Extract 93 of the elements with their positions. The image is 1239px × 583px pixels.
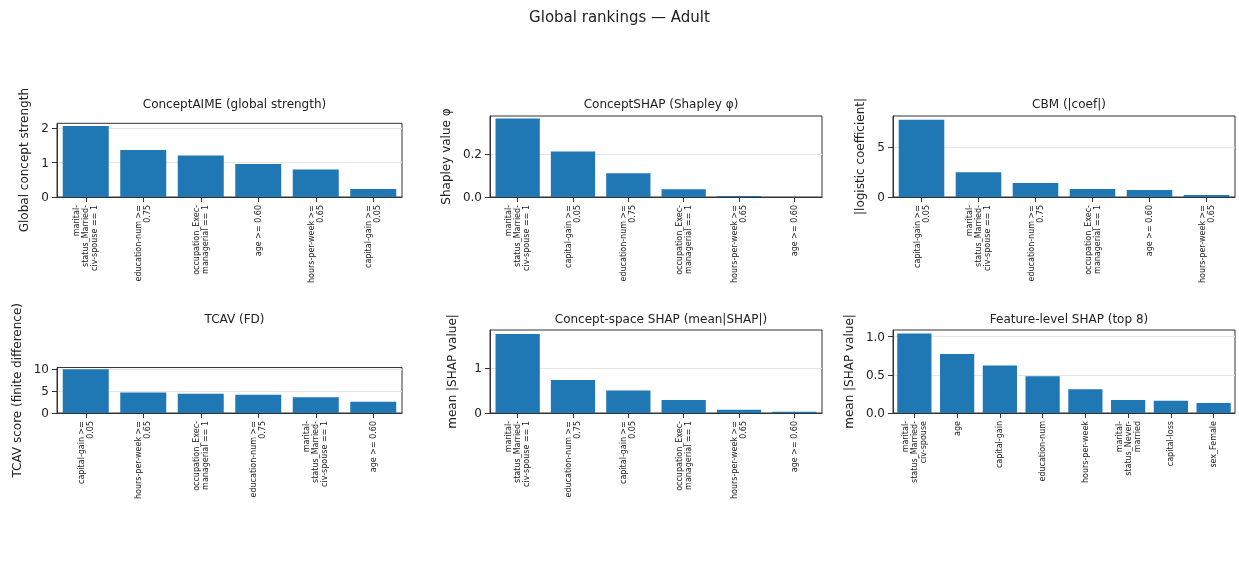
chart-title: Concept-space SHAP (mean|SHAP|) — [554, 312, 768, 326]
x-tick-label: education-num >= 0.75 — [619, 205, 638, 282]
bar — [62, 369, 109, 413]
x-tick-label: education-num >= 0.75 — [134, 205, 153, 282]
x-tick-label: capital-gain >= 0.05 — [619, 421, 638, 484]
x-tick-label: capital-gain >= 0.05 — [912, 205, 931, 268]
x-tick-label: age >= 0.60 — [789, 205, 799, 257]
bar — [1069, 189, 1116, 197]
bar — [955, 172, 1002, 197]
y-tick-label: 5 — [41, 384, 49, 399]
x-tick-label: marital-status_Married-civ-spouse == 1 — [72, 204, 100, 271]
x-tick-label: marital-status_Married-civ-spouse == 1 — [504, 420, 532, 487]
y-tick-label: 0 — [41, 406, 49, 420]
x-tick-label: hours-per-week — [1080, 420, 1090, 484]
y-axis-title: TCAV score (finite difference) — [9, 302, 24, 479]
x-tick-label: capital-gain >= 0.05 — [364, 205, 383, 268]
y-tick-label: 1 — [474, 360, 482, 375]
x-tick-label: capital-gain >= 0.05 — [564, 205, 582, 268]
y-tick-label: 10 — [33, 362, 49, 377]
text: Global rankings — Adult — [528, 8, 711, 26]
chart-title: Feature-level SHAP (top 8) — [989, 312, 1149, 326]
y-tick-label: 1 — [41, 155, 49, 170]
chart-title: TCAV (FD) — [203, 312, 265, 326]
x-tick-label: marital-status_Married-civ-spouse == 1 — [504, 204, 532, 271]
y-tick-label: 1.0 — [865, 329, 885, 344]
bar — [897, 333, 932, 413]
x-tick-label: marital-status_Married-civ-spouse — [900, 420, 928, 483]
x-tick-label: capital-gain >= 0.05 — [76, 421, 95, 484]
y-tick-label: 0.5 — [865, 367, 885, 382]
bar — [1068, 389, 1103, 413]
x-tick-label: age >= 0.60 — [368, 421, 378, 473]
bar — [292, 169, 339, 197]
bar — [898, 119, 945, 197]
y-axis-title: mean |SHAP value| — [445, 314, 459, 429]
bar — [120, 150, 167, 197]
bar — [550, 151, 596, 197]
y-tick-label: 5 — [877, 140, 885, 155]
bar — [177, 155, 224, 197]
bar — [661, 189, 706, 197]
bar — [1153, 400, 1188, 413]
x-tick-label: hours-per-week >= 0.65 — [306, 205, 325, 284]
bar — [292, 397, 339, 413]
x-tick-label: hours-per-week >= 0.65 — [730, 205, 748, 284]
bar — [495, 118, 540, 197]
bar — [62, 126, 109, 197]
bar — [350, 189, 397, 197]
bar — [550, 380, 596, 413]
bar — [350, 401, 397, 413]
y-tick-label: 0.0 — [462, 190, 482, 204]
y-axis-title: Global concept strength — [17, 87, 32, 233]
x-tick-label: hours-per-week >= 0.65 — [1197, 205, 1216, 284]
x-tick-label: education-num — [1038, 420, 1048, 482]
y-tick-label: 2 — [41, 121, 49, 136]
x-tick-label: hours-per-week >= 0.65 — [730, 421, 748, 500]
bar — [1025, 376, 1060, 413]
bar — [716, 409, 762, 413]
bar — [120, 392, 167, 413]
x-tick-label: capital-gain — [995, 421, 1005, 469]
y-axis-title: mean |SHAP value| — [842, 314, 857, 429]
bar — [606, 173, 651, 197]
bar — [177, 393, 224, 413]
x-tick-label: age >= 0.60 — [253, 205, 263, 257]
x-tick-label: sex_Female — [1209, 420, 1219, 468]
x-tick-label: capital-loss — [1166, 421, 1176, 467]
y-tick-label: 0 — [41, 190, 49, 204]
chart-title: ConceptAIME (global strength) — [142, 97, 327, 111]
bar — [1111, 400, 1146, 413]
y-tick-label: 0 — [877, 190, 885, 204]
bar — [495, 334, 540, 413]
y-axis-title: Shapley value φ — [439, 108, 454, 205]
bar — [235, 394, 282, 413]
x-tick-label: education-num >= 0.75 — [1026, 205, 1045, 282]
chart-title: CBM (|coef|) — [1032, 97, 1106, 111]
bar — [1196, 403, 1231, 413]
bar — [1126, 190, 1173, 197]
x-tick-label: age >= 0.60 — [789, 421, 799, 473]
x-tick-label: hours-per-week >= 0.65 — [134, 421, 153, 500]
x-tick-label: education-num >= 0.75 — [564, 421, 582, 498]
y-tick-label: 0.2 — [462, 147, 482, 162]
bar — [235, 164, 282, 197]
bar — [982, 365, 1017, 413]
bar — [940, 354, 975, 413]
bar — [606, 390, 651, 413]
bar — [1012, 183, 1059, 197]
x-tick-label: marital-status_Never-married — [1114, 420, 1142, 476]
x-tick-label: age — [952, 420, 962, 436]
y-axis-title: |logistic coefficient| — [853, 98, 868, 215]
y-tick-label: 0 — [474, 406, 482, 420]
bar — [661, 399, 706, 413]
x-tick-label: education-num >= 0.75 — [249, 421, 268, 498]
x-tick-label: age >= 0.60 — [1145, 205, 1154, 257]
y-tick-label: 0.0 — [865, 406, 885, 420]
chart-title: ConceptSHAP (Shapley φ) — [583, 97, 739, 111]
